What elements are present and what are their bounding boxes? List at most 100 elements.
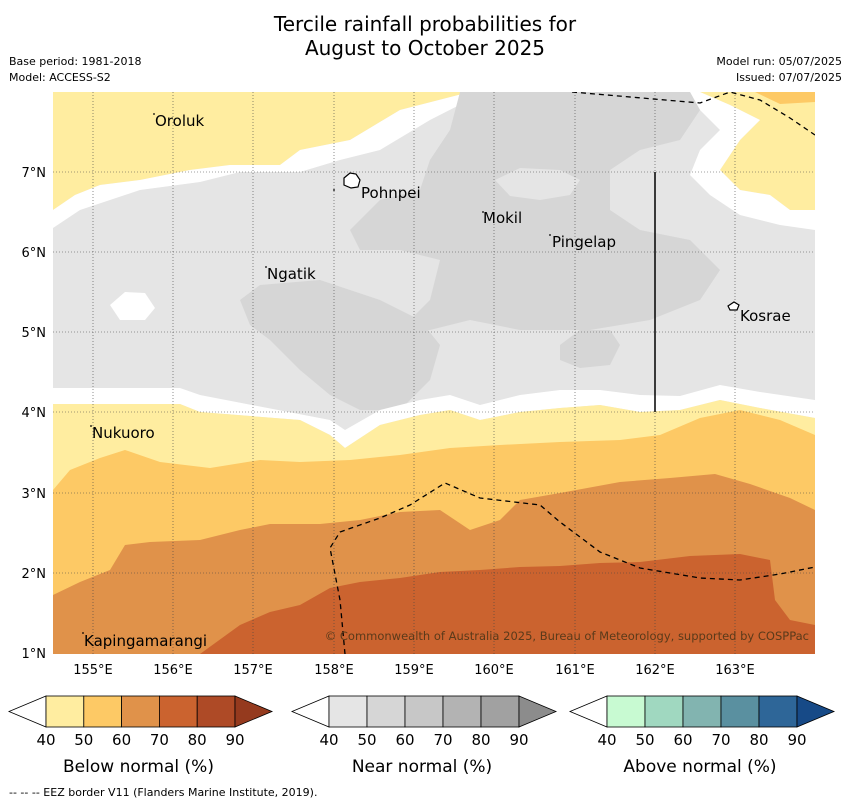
- near-normal-colorbar-max-arrow: [518, 695, 558, 728]
- oroluk-marker: [153, 113, 155, 115]
- model-name: Model: ACCESS-S2: [9, 71, 111, 84]
- above-normal-colorbar-segment: [606, 695, 646, 728]
- near-normal-colorbar-tick: 50: [357, 731, 376, 749]
- lon-label-163: 163°E: [715, 663, 755, 678]
- below-normal-70-band: [200, 554, 815, 654]
- below-normal-colorbar-tick: 70: [150, 731, 169, 749]
- near-normal-colorbar-segment: [480, 695, 520, 728]
- near-normal-colorbar-segment: [366, 695, 406, 728]
- near-normal-colorbar-segment: [404, 695, 444, 728]
- lat-label-6: 6°N: [22, 246, 47, 261]
- eez-borders: [329, 92, 815, 654]
- near-normal-colorbar-label: Near normal (%): [352, 757, 492, 777]
- near-normal-colorbar-tick: 90: [509, 731, 528, 749]
- below-normal-colorbar-tick: 90: [225, 731, 244, 749]
- no-dominant-ne: [690, 92, 815, 230]
- below-normal-colorbar-tick: 80: [188, 731, 207, 749]
- lon-label-162: 162°E: [635, 663, 675, 678]
- below-normal-colorbar-max-arrow: [234, 695, 274, 728]
- lon-label-160: 160°E: [474, 663, 514, 678]
- lon-label-158: 158°E: [314, 663, 354, 678]
- white-islet-west: [110, 292, 155, 320]
- below-normal-colorbar-segment: [83, 695, 123, 728]
- ngatik-marker: [265, 266, 267, 268]
- near-normal-50-central: [350, 92, 720, 330]
- lon-label-157: 157°E: [233, 663, 273, 678]
- lat-label-5: 5°N: [22, 326, 47, 341]
- lon-label-155: 155°E: [73, 663, 113, 678]
- kapingamarangi-marker: [82, 632, 84, 634]
- model-run: Model run: 05/07/2025: [716, 55, 842, 68]
- near-normal-colorbar-tick: 80: [471, 731, 490, 749]
- below-normal-colorbar-segment: [158, 695, 198, 728]
- lat-label-4: 4°N: [22, 406, 47, 421]
- title-line-2: August to October 2025: [304, 36, 546, 60]
- colorbar-above-normal: 40 50 60 70 80 90 Above normal (%): [568, 695, 836, 777]
- place-markers: [82, 113, 551, 634]
- near-normal-colorbar-segment: [328, 695, 368, 728]
- below-normal-ne-60: [755, 92, 815, 104]
- pohnpei-islet-marker: [333, 189, 335, 191]
- below-normal-colorbar-segment: [121, 695, 160, 728]
- above-normal-colorbar-tick: 90: [787, 731, 806, 749]
- near-normal-50-east: [560, 330, 620, 368]
- longitude-labels: 155°E 156°E 157°E 158°E 159°E 160°E 161°…: [73, 663, 755, 678]
- base-period: Base period: 1981-2018: [9, 55, 142, 68]
- below-normal-colorbar-tick: 60: [112, 731, 131, 749]
- lat-label-2: 2°N: [22, 567, 47, 582]
- map-title: Tercile rainfall probabilities for Augus…: [0, 12, 850, 60]
- below-normal-colorbar-tick: 40: [36, 731, 55, 749]
- place-oroluk: Oroluk: [155, 112, 204, 130]
- place-ngatik: Ngatik: [267, 265, 316, 283]
- map-panel: Oroluk Pohnpei Mokil Pingelap Ngatik Kos…: [53, 92, 815, 654]
- place-nukuoro: Nukuoro: [92, 424, 155, 442]
- place-mokil: Mokil: [483, 209, 522, 227]
- above-normal-colorbar-max-arrow: [796, 695, 836, 728]
- place-kapingamarangi: Kapingamarangi: [84, 632, 207, 650]
- near-normal-colorbar-tick: 70: [433, 731, 452, 749]
- near-normal-colorbar-tick: 40: [319, 731, 338, 749]
- below-normal-colorbar-segment: [45, 695, 85, 728]
- meta-right: Model run: 05/07/2025 Issued: 07/07/2025: [716, 54, 842, 86]
- lat-label-3: 3°N: [22, 487, 47, 502]
- lat-label-1: 1°N: [22, 647, 47, 662]
- above-normal-colorbar-tick: 50: [635, 731, 654, 749]
- above-normal-colorbar-min-arrow: [568, 695, 608, 728]
- place-pingelap: Pingelap: [552, 233, 616, 251]
- near-normal-50-west: [240, 280, 440, 410]
- pingelap-marker: [549, 234, 551, 236]
- place-pohnpei: Pohnpei: [361, 184, 421, 202]
- white-hole-mokil: [495, 168, 580, 200]
- nukuoro-marker: [90, 425, 92, 427]
- pohnpei-outline: [343, 172, 361, 189]
- place-kosrae: Kosrae: [740, 307, 791, 325]
- colorbar-near-normal: 40 50 60 70 80 90 Near normal (%): [290, 695, 558, 777]
- above-normal-colorbar-tick: 80: [749, 731, 768, 749]
- below-normal-colorbar-min-arrow: [7, 695, 47, 728]
- eez-note: -- -- -- EEZ border V11 (Flanders Marine…: [9, 786, 318, 799]
- colorbar-below-normal: 40 50 60 70 80 90 Below normal (%): [7, 695, 274, 777]
- eez-border-north: [571, 92, 815, 136]
- no-dominant-middle: [53, 385, 815, 448]
- above-normal-colorbar-tick: 60: [673, 731, 692, 749]
- above-normal-colorbar-segment: [720, 695, 760, 728]
- below-normal-colorbar-segment: [196, 695, 236, 728]
- below-normal-colorbar-tick: 50: [74, 731, 93, 749]
- lon-label-156: 156°E: [153, 663, 193, 678]
- above-normal-colorbar-segment: [758, 695, 798, 728]
- title-line-1: Tercile rainfall probabilities for: [273, 12, 577, 36]
- no-dominant-north: [53, 92, 485, 228]
- meta-left: Base period: 1981-2018 Model: ACCESS-S2: [9, 54, 141, 86]
- below-normal-ne-corner: [700, 92, 815, 210]
- near-normal-colorbar-min-arrow: [290, 695, 330, 728]
- copyright-notice: © Commonwealth of Australia 2025, Bureau…: [325, 629, 809, 643]
- mokil-marker: [482, 211, 484, 213]
- kosrae-outline: [727, 301, 740, 311]
- below-normal-colorbar-label: Below normal (%): [63, 757, 214, 777]
- latitude-labels: 7°N 6°N 5°N 4°N 3°N 2°N 1°N: [22, 166, 47, 662]
- above-normal-colorbar-label: Above normal (%): [623, 757, 776, 777]
- issued-date: Issued: 07/07/2025: [735, 71, 842, 84]
- near-normal-colorbar-tick: 60: [395, 731, 414, 749]
- near-normal-colorbar-segment: [442, 695, 482, 728]
- lon-label-161: 161°E: [555, 663, 595, 678]
